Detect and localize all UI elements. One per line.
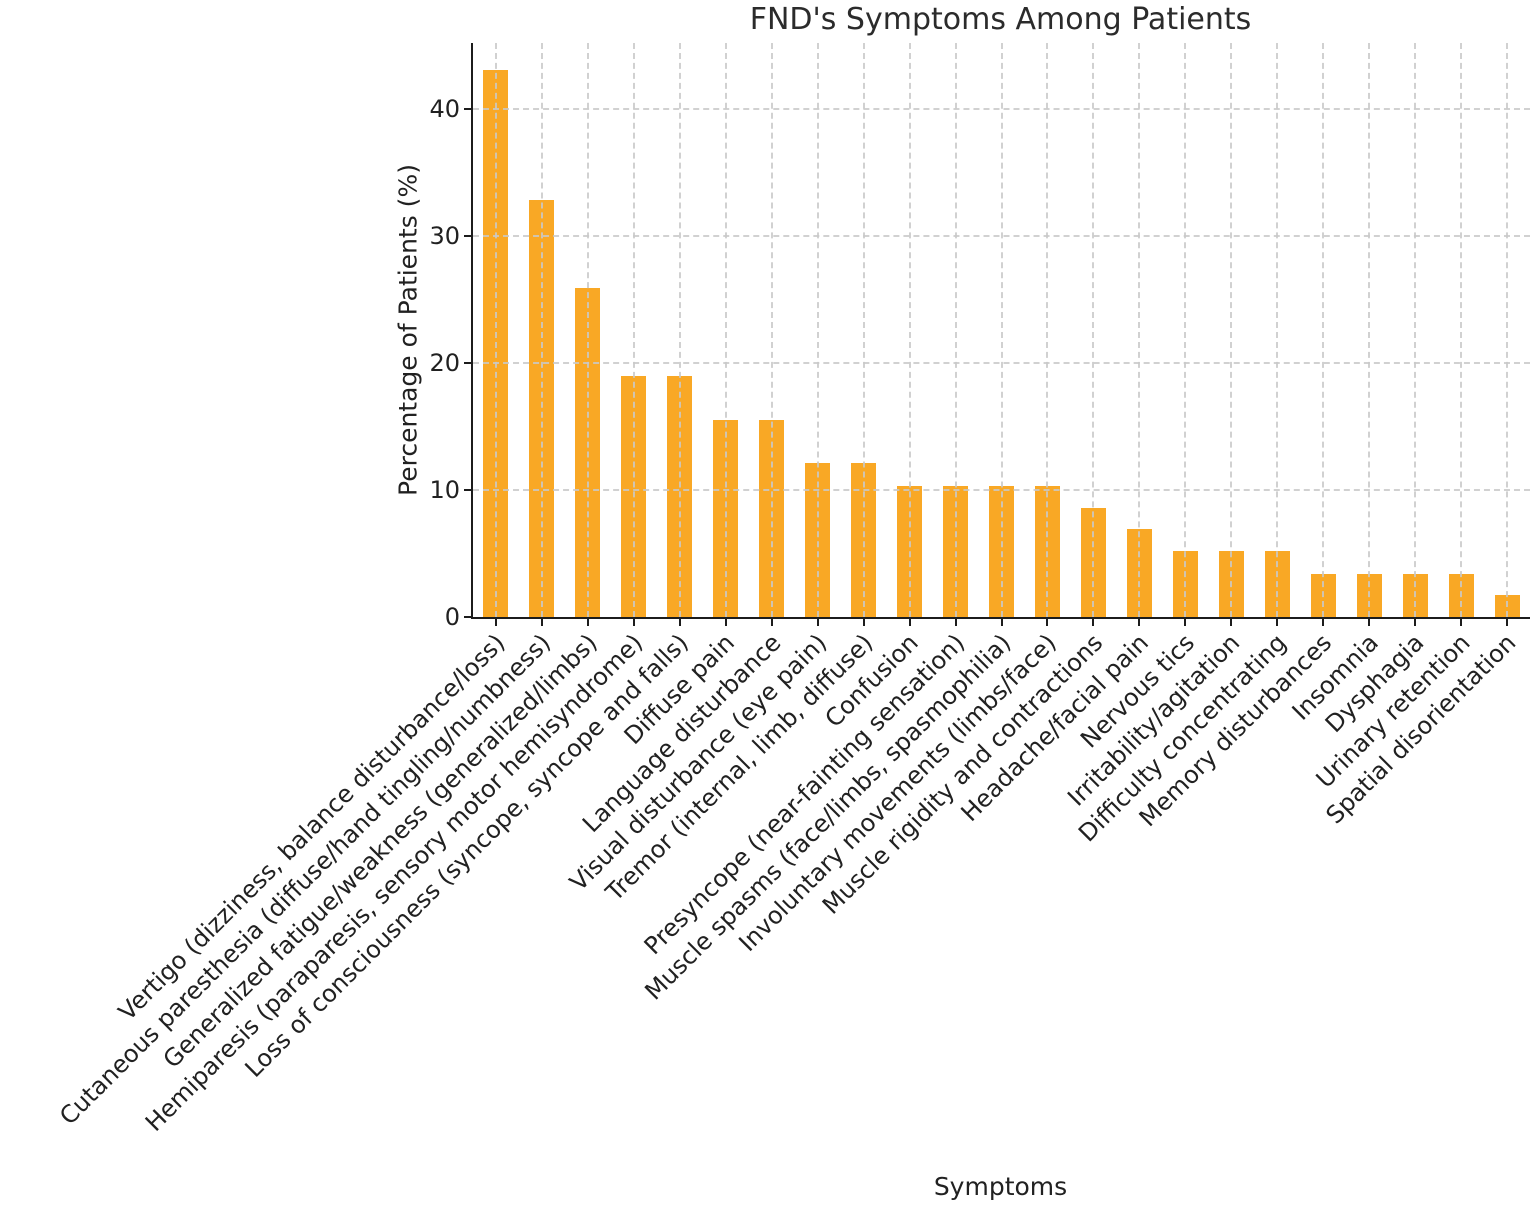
- gridline-v: [908, 43, 911, 617]
- y-tick-mark: [464, 108, 471, 111]
- gridline-v: [816, 43, 819, 617]
- x-tick-mark: [1046, 619, 1049, 626]
- gridline-v: [678, 43, 681, 617]
- x-tick-mark: [1276, 619, 1279, 626]
- plot-area: [471, 43, 1530, 619]
- x-tick-mark: [540, 619, 543, 626]
- gridline-v: [1092, 43, 1095, 617]
- gridline-v: [1276, 43, 1279, 617]
- y-tick-mark: [464, 616, 471, 618]
- gridline-h: [473, 108, 1530, 111]
- gridline-v: [540, 43, 543, 617]
- x-tick-mark: [1414, 619, 1417, 626]
- gridline-v: [1414, 43, 1417, 617]
- y-tick-mark: [464, 489, 471, 491]
- gridline-v: [1506, 43, 1509, 617]
- chart-title: FND's Symptoms Among Patients: [749, 2, 1252, 37]
- x-tick-label: Generalized fatigue/weakness (generalize…: [157, 628, 603, 1074]
- y-tick-label: 40: [429, 95, 460, 124]
- x-tick-mark: [1368, 619, 1371, 626]
- x-axis-label: Symptoms: [933, 1172, 1068, 1201]
- gridline-v: [1460, 43, 1463, 617]
- gridline-v: [724, 43, 727, 617]
- x-tick-mark: [724, 619, 727, 626]
- x-tick-mark: [954, 619, 957, 626]
- x-tick-label: Cutaneous paresthesia (diffuse/hand ting…: [54, 628, 557, 1131]
- y-tick-label: 10: [429, 476, 460, 504]
- y-tick-mark: [464, 362, 471, 365]
- y-tick-label: 20: [429, 349, 460, 378]
- y-tick-label: 0: [444, 603, 460, 631]
- x-tick-mark: [678, 619, 681, 626]
- x-tick-mark: [1138, 619, 1141, 626]
- gridline-v: [1046, 43, 1049, 617]
- gridline-h: [473, 489, 1530, 491]
- x-tick-mark: [1000, 619, 1003, 626]
- gridline-h: [473, 235, 1530, 238]
- x-tick-mark: [632, 619, 635, 626]
- gridline-v: [1368, 43, 1371, 617]
- x-tick-mark: [862, 619, 865, 626]
- x-tick-mark: [1460, 619, 1463, 626]
- x-tick-mark: [1322, 619, 1325, 626]
- gridline-v: [1322, 43, 1325, 617]
- gridline-v: [1138, 43, 1141, 617]
- x-tick-mark: [770, 619, 773, 626]
- gridline-v: [954, 43, 957, 617]
- gridline-h: [473, 362, 1530, 365]
- gridline-v: [494, 43, 497, 617]
- x-tick-mark: [1092, 619, 1095, 626]
- y-axis-label: Percentage of Patients (%): [393, 164, 423, 496]
- y-tick-mark: [464, 235, 471, 238]
- x-tick-mark: [586, 619, 589, 626]
- gridline-v: [1184, 43, 1187, 617]
- x-tick-mark: [1184, 619, 1187, 626]
- x-tick-mark: [1506, 619, 1509, 626]
- gridline-v: [586, 43, 589, 617]
- gridline-v: [632, 43, 635, 617]
- x-tick-mark: [1230, 619, 1233, 626]
- x-tick-mark: [908, 619, 911, 626]
- gridline-v: [862, 43, 865, 617]
- y-tick-label: 30: [429, 222, 460, 251]
- gridline-v: [1000, 43, 1003, 617]
- x-tick-mark: [816, 619, 819, 626]
- gridline-v: [1230, 43, 1233, 617]
- gridline-v: [770, 43, 773, 617]
- x-tick-mark: [494, 619, 497, 626]
